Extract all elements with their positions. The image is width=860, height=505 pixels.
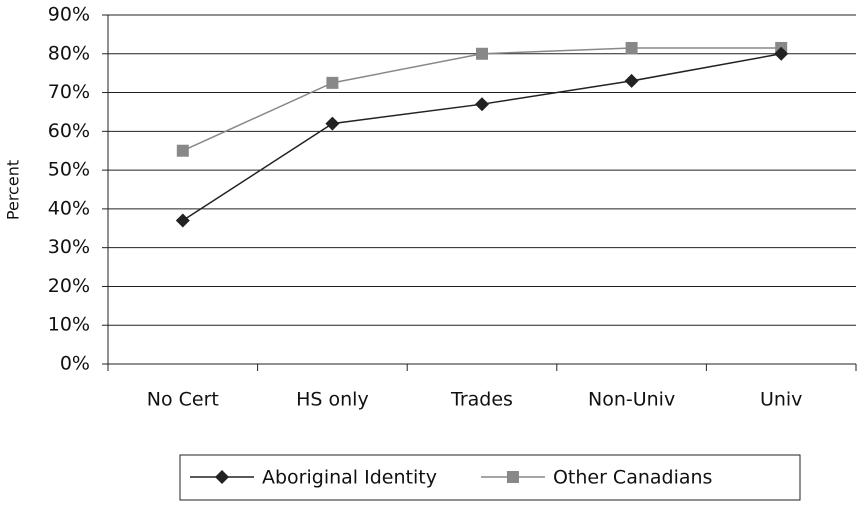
x-tick-label: No Cert: [147, 389, 219, 411]
y-tick-label: 40%: [48, 197, 90, 219]
y-tick-label: 30%: [48, 236, 90, 258]
y-axis-label: Percent: [4, 160, 23, 220]
marker: [475, 97, 489, 112]
y-tick-label: 20%: [48, 275, 90, 297]
marker: [506, 471, 519, 483]
marker: [476, 47, 488, 60]
x-tick-label: Trades: [450, 389, 513, 411]
y-tick-label: 60%: [48, 120, 90, 142]
legend-label: Aboriginal Identity: [262, 467, 437, 489]
marker: [325, 116, 340, 131]
series-line: [182, 53, 782, 222]
y-tick-label: 70%: [48, 81, 90, 103]
marker: [625, 41, 638, 54]
x-tick-label: Non-Univ: [588, 389, 675, 411]
marker: [215, 470, 229, 484]
marker: [326, 76, 339, 89]
y-tick-label: 0%: [60, 353, 90, 375]
marker: [624, 73, 639, 88]
y-tick-label: 80%: [48, 42, 90, 64]
y-tick-label: 10%: [48, 314, 90, 336]
x-tick-label: Univ: [760, 389, 802, 411]
marker: [176, 144, 189, 157]
y-tick-label: 90%: [48, 4, 90, 26]
legend-label: Other Canadians: [553, 467, 713, 489]
legend-box: [179, 454, 801, 501]
marker: [175, 213, 190, 228]
y-tick-label: 50%: [48, 159, 90, 181]
x-tick-label: HS only: [296, 389, 369, 411]
marker: [774, 46, 789, 61]
